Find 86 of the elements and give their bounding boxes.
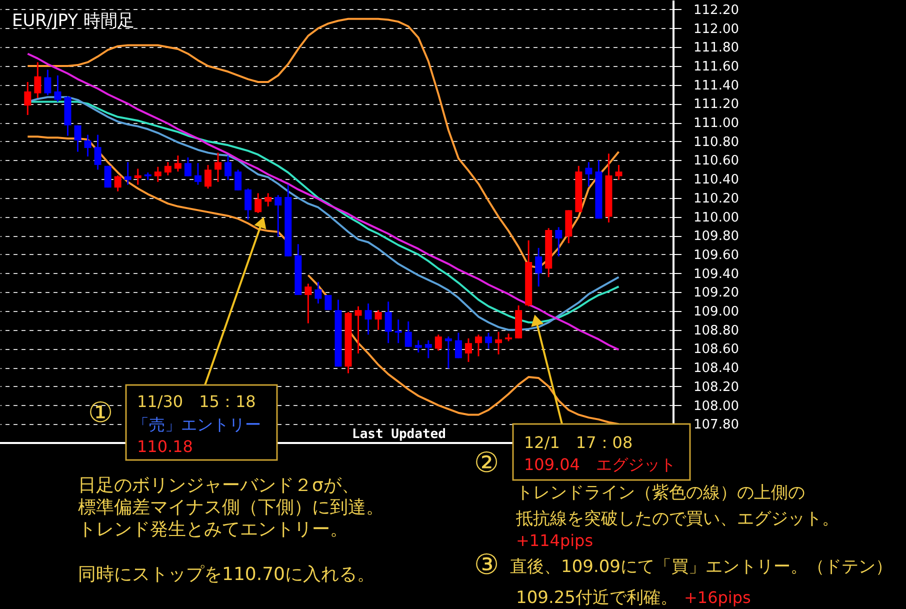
candlestick (54, 74, 62, 103)
y-tick-label: 109.00 (694, 304, 739, 320)
text: 109.25付近で利確。 (516, 588, 678, 608)
candlestick (244, 188, 252, 220)
y-tick-label: 111.60 (694, 59, 739, 74)
y-tick-label: 109.20 (694, 286, 739, 301)
text: 同時にストップを110.70に入れる。 (78, 564, 375, 585)
y-tick-label: 110.80 (694, 134, 739, 150)
text: トレンドライン（紫色の線）の上側の (516, 483, 805, 503)
text: 標準偏差マイナス側（下側）に到達。 (78, 497, 384, 518)
y-tick-label: 111.00 (694, 116, 739, 132)
candlestick (24, 81, 32, 116)
candlestick (485, 332, 492, 350)
annotation: 「売」エントリー (133, 415, 261, 434)
candlestick (274, 194, 282, 238)
candlestick (414, 340, 422, 354)
annotation: Last Updated (352, 427, 446, 442)
y-tick-label: 109.40 (694, 266, 739, 282)
candlestick (615, 164, 622, 181)
candlestick (354, 306, 362, 354)
candlestick (164, 161, 172, 176)
candlestick (304, 282, 312, 324)
candlestick (174, 154, 182, 172)
candlestick (154, 166, 162, 183)
annotation: ① (88, 396, 114, 429)
candlestick (204, 164, 212, 190)
candlestick (184, 156, 192, 178)
candlestick (314, 281, 322, 304)
candlestick (434, 334, 442, 352)
text: ② (474, 446, 500, 479)
candlestick (114, 174, 122, 192)
y-tick-label: 111.80 (694, 40, 739, 56)
candlestick (535, 247, 542, 288)
y-tick-label: 107.80 (694, 418, 739, 433)
y-tick-label: 110.60 (694, 154, 739, 169)
line-series (26, 52, 620, 351)
y-tick-label: 108.20 (694, 380, 739, 395)
candlestick (364, 302, 372, 336)
candlestick (254, 192, 262, 214)
text: 抵抗線を突破したので買い、エグジット。 (515, 509, 839, 529)
candlestick (194, 162, 202, 186)
candlestick (404, 320, 412, 348)
candlestick (214, 152, 222, 183)
candlestick (94, 134, 102, 170)
candlestick (74, 124, 82, 152)
candlestick (44, 69, 52, 96)
candlestick (84, 134, 92, 158)
text: +114pips (516, 531, 594, 550)
candlestick (224, 154, 232, 181)
text: トレンド発生とみてエントリー。 (78, 519, 348, 540)
annotation: 110.18 (137, 437, 193, 456)
y-tick-label: 108.60 (694, 342, 739, 358)
y-tick-label: 109.60 (694, 248, 739, 263)
candlestick (495, 331, 502, 356)
text: 日足のボリンジャーバンド２σが、 (78, 475, 360, 496)
text: 直後、109.09にて「買」エントリー。（ドテン） (510, 557, 892, 577)
candlestick (34, 61, 42, 99)
candlestick (374, 309, 382, 331)
y-tick-label: 111.20 (694, 97, 739, 112)
text: EUR/JPY 時間足 (12, 11, 134, 31)
candlestick (234, 168, 242, 192)
y-tick-label: 108.40 (694, 361, 739, 376)
y-tick-label: 110.20 (694, 191, 739, 206)
y-tick-label: 111.40 (694, 78, 739, 94)
annotation: 11/30 15：18 (137, 392, 256, 411)
y-tick-label: 112.00 (694, 22, 739, 37)
y-tick-label: 112.20 (694, 2, 739, 18)
candlestick (454, 332, 462, 359)
text: ③ (474, 548, 500, 581)
y-tick-label: 108.80 (694, 323, 739, 338)
candlestick (464, 338, 472, 363)
y-tick-label: 110.00 (694, 210, 739, 226)
y-tick-label: 110.40 (694, 172, 739, 188)
candlestick (555, 226, 562, 258)
candlestick (324, 294, 332, 311)
text: 109.04 エグジット (524, 455, 676, 474)
candlestick (474, 334, 482, 358)
candlestick (384, 300, 392, 344)
candlestick (585, 161, 592, 188)
y-tick-label: 108.00 (694, 398, 739, 414)
candlestick (124, 161, 132, 186)
annotation: 12/1 17：08 (524, 433, 633, 452)
candlestick (264, 192, 272, 208)
text: +16pips (684, 588, 751, 607)
candlestick (424, 340, 432, 359)
y-tick-label: 109.80 (694, 229, 739, 244)
